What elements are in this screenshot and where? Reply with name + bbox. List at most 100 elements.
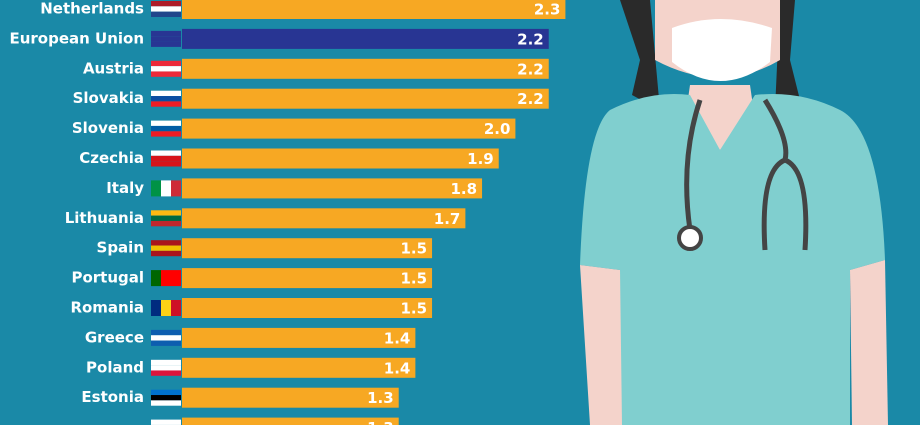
value-label: 1.5 bbox=[400, 270, 427, 288]
bar bbox=[182, 208, 466, 229]
flag-stripe bbox=[151, 60, 181, 67]
value-label: 2.0 bbox=[484, 120, 511, 138]
flag bbox=[151, 240, 181, 257]
flag bbox=[151, 419, 181, 425]
bar bbox=[182, 28, 549, 49]
flag bbox=[151, 1, 181, 17]
flag-stripe bbox=[151, 101, 181, 107]
bar bbox=[182, 178, 483, 199]
category-label: Portugal bbox=[71, 269, 144, 287]
category-label: Greece bbox=[85, 328, 144, 346]
flag-stripe bbox=[151, 270, 161, 287]
category-label: Austria bbox=[83, 59, 144, 77]
flag-stripe bbox=[151, 370, 181, 376]
value-label: 1.4 bbox=[384, 329, 411, 347]
flag bbox=[151, 389, 181, 406]
category-label: European Union bbox=[9, 29, 144, 47]
nurse-illustration bbox=[580, 0, 888, 425]
flag-stripe bbox=[151, 1, 181, 7]
flag-stripe bbox=[151, 125, 181, 132]
value-label: 1.9 bbox=[467, 150, 494, 168]
category-label: Italy bbox=[106, 179, 144, 197]
flag-stripe bbox=[151, 36, 181, 42]
category-label: Netherlands bbox=[40, 0, 144, 18]
flag-stripe bbox=[151, 155, 181, 162]
flag bbox=[151, 180, 181, 197]
flag-stripe bbox=[151, 120, 181, 126]
category-label: Slovenia bbox=[72, 119, 144, 137]
flag-stripe bbox=[151, 210, 181, 216]
category-label: Poland bbox=[86, 358, 144, 376]
bar bbox=[182, 268, 433, 289]
flag-stripe bbox=[151, 96, 181, 102]
flag-stripe bbox=[151, 41, 181, 47]
value-label: 1.8 bbox=[450, 180, 477, 198]
bar bbox=[182, 387, 399, 408]
flag-stripe bbox=[151, 419, 181, 425]
flag bbox=[151, 329, 181, 346]
flag-stripe bbox=[151, 400, 181, 406]
category-label: Romania bbox=[70, 299, 144, 317]
category-label: Estonia bbox=[81, 388, 144, 406]
flag bbox=[151, 300, 181, 316]
flag-stripe bbox=[151, 180, 161, 197]
bar bbox=[182, 148, 499, 169]
flag bbox=[151, 60, 181, 77]
value-label: 1.3 bbox=[367, 419, 394, 425]
flag-stripe bbox=[151, 6, 181, 12]
bar bbox=[182, 118, 516, 139]
flag-stripe bbox=[161, 180, 171, 197]
flag-stripe bbox=[151, 131, 181, 137]
value-label: 1.5 bbox=[400, 300, 427, 318]
flag-stripe bbox=[151, 300, 161, 316]
flag-stripe bbox=[171, 180, 181, 197]
flag-stripe bbox=[171, 270, 181, 287]
flag-stripe bbox=[151, 161, 181, 167]
flag-stripe bbox=[151, 245, 181, 251]
flag bbox=[151, 150, 181, 167]
flag-stripe bbox=[151, 250, 181, 257]
flag-stripe bbox=[151, 389, 181, 396]
flag-stripe bbox=[151, 359, 181, 366]
flag-stripe bbox=[151, 150, 181, 156]
bar bbox=[182, 88, 549, 109]
bar bbox=[182, 298, 433, 318]
flag-stripe bbox=[161, 270, 171, 287]
flag bbox=[151, 90, 181, 107]
bar bbox=[182, 327, 416, 348]
category-label: Slovakia bbox=[73, 89, 144, 107]
flag-stripe bbox=[171, 300, 181, 316]
flag bbox=[151, 120, 181, 137]
flag bbox=[151, 270, 181, 287]
value-label: 2.3 bbox=[534, 1, 561, 19]
flag bbox=[151, 359, 181, 376]
value-label: 2.2 bbox=[517, 30, 544, 48]
category-label: Lithuania bbox=[65, 209, 144, 227]
value-label: 1.7 bbox=[434, 210, 461, 228]
bar bbox=[182, 58, 549, 79]
value-label: 2.2 bbox=[517, 90, 544, 108]
flag-stripe bbox=[151, 66, 181, 72]
flag-stripe bbox=[151, 335, 181, 341]
flag-stripe bbox=[151, 30, 181, 37]
value-label: 1.4 bbox=[384, 359, 411, 377]
value-label: 1.5 bbox=[400, 240, 427, 258]
flag-stripe bbox=[151, 220, 181, 227]
flag-stripe bbox=[151, 11, 181, 17]
category-label: Spain bbox=[97, 239, 144, 257]
value-label: 2.2 bbox=[517, 60, 544, 78]
value-label: 1.3 bbox=[367, 389, 394, 407]
flag-stripe bbox=[151, 90, 181, 97]
flag-stripe bbox=[151, 365, 181, 371]
flag-stripe bbox=[151, 329, 181, 336]
flag-stripe bbox=[151, 340, 181, 346]
flag-stripe bbox=[151, 240, 181, 246]
flag-stripe bbox=[151, 395, 181, 401]
bar bbox=[182, 0, 566, 19]
bar bbox=[182, 417, 399, 425]
flag bbox=[151, 210, 181, 227]
flag bbox=[151, 30, 181, 47]
flag-stripe bbox=[161, 300, 171, 316]
bar bbox=[182, 238, 433, 259]
